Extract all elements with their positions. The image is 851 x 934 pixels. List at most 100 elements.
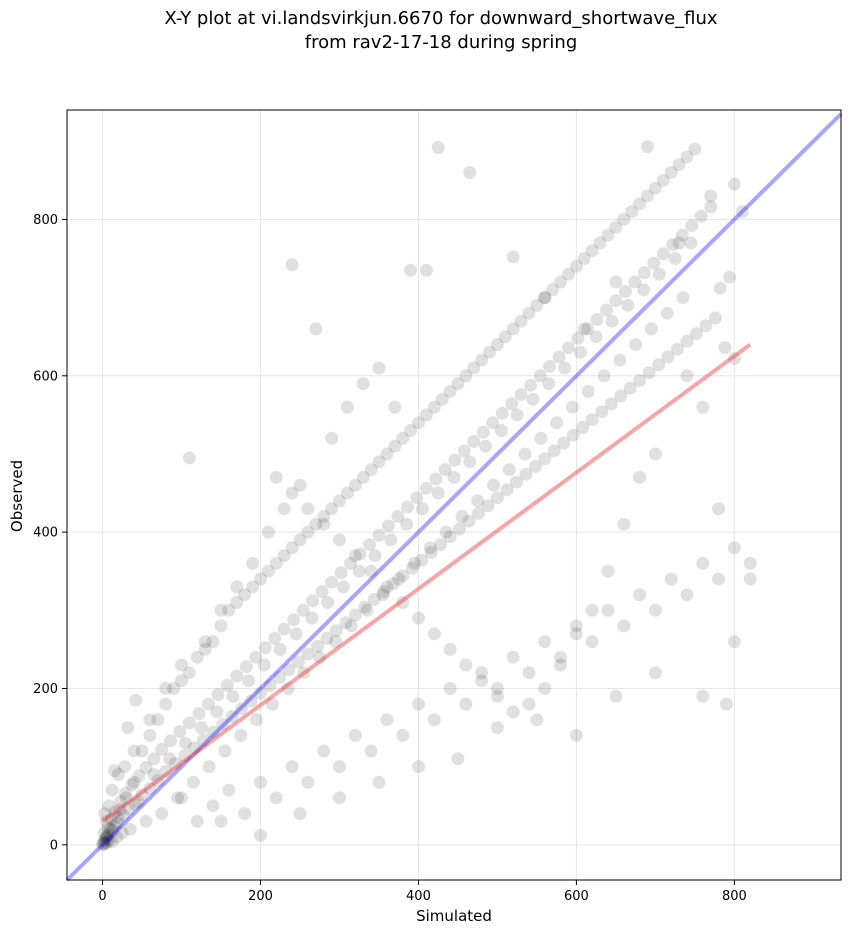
data-point [363, 538, 376, 552]
data-point [333, 760, 346, 774]
data-point [648, 447, 662, 461]
data-point [621, 298, 635, 312]
data-point [147, 768, 161, 781]
data-point [408, 556, 421, 570]
data-point [348, 478, 362, 492]
data-point [289, 627, 303, 641]
data-point [372, 361, 386, 375]
data-point [609, 275, 623, 289]
data-point [222, 603, 236, 617]
data-point [459, 369, 473, 383]
data-point [293, 533, 307, 547]
data-point [99, 832, 113, 846]
data-point [613, 353, 627, 367]
data-point [269, 791, 283, 805]
data-point [434, 538, 448, 552]
data-point [186, 775, 200, 789]
data-point [680, 150, 694, 164]
data-point [617, 517, 631, 531]
identity-line [65, 112, 843, 882]
data-point [143, 782, 157, 795]
data-point [552, 350, 566, 364]
data-point [128, 797, 142, 811]
data-point [127, 775, 141, 789]
data-point [376, 588, 390, 602]
data-point [333, 791, 346, 805]
data-point [518, 447, 532, 461]
data-point [234, 728, 248, 742]
data-point [101, 821, 115, 835]
data-point [569, 259, 583, 273]
data-point [226, 689, 240, 703]
data-point [386, 577, 400, 591]
data-point [486, 416, 500, 430]
data-point [522, 666, 536, 680]
data-point [595, 405, 609, 419]
data-point [129, 693, 143, 707]
data-point [597, 369, 611, 383]
data-point [190, 814, 204, 828]
data-point [590, 313, 604, 326]
data-point [585, 244, 599, 258]
data-points [96, 140, 757, 852]
data-point [704, 200, 718, 214]
data-point [214, 814, 228, 828]
data-point [448, 453, 462, 467]
data-point [661, 350, 675, 364]
data-point [118, 760, 132, 774]
data-point [685, 219, 699, 233]
data-point [143, 728, 157, 742]
data-point [506, 250, 520, 264]
data-point [656, 173, 670, 187]
data-point [131, 795, 145, 809]
data-point [214, 603, 228, 617]
data-point [676, 291, 690, 305]
data-point [367, 592, 381, 606]
y-tick-label: 0 [50, 838, 58, 853]
data-point [388, 400, 402, 414]
data-point [358, 600, 372, 614]
y-tick-label: 600 [33, 369, 58, 384]
data-point [680, 334, 694, 348]
data-point [704, 189, 718, 203]
data-point [481, 499, 495, 513]
data-point [329, 635, 342, 649]
data-point [277, 622, 291, 636]
data-point [412, 760, 425, 774]
data-point [509, 475, 523, 489]
data-point [356, 377, 370, 391]
x-tick-label: 200 [248, 889, 273, 904]
data-point [268, 631, 282, 645]
data-point [96, 838, 109, 852]
data-point [633, 374, 647, 387]
data-point [589, 330, 603, 344]
data-point [558, 361, 572, 375]
data-point [111, 811, 125, 824]
data-point [405, 561, 419, 575]
data-point [210, 705, 224, 719]
data-point [585, 635, 599, 649]
data-point [510, 408, 524, 422]
data-point [102, 833, 116, 847]
data-point [666, 238, 680, 251]
data-point [633, 470, 647, 484]
x-tick-label: 800 [722, 889, 747, 904]
data-point [151, 774, 165, 788]
data-point [216, 717, 230, 731]
data-point [538, 291, 552, 305]
data-point [633, 197, 647, 211]
data-point [301, 502, 315, 516]
data-point [451, 377, 465, 391]
data-point [573, 345, 587, 359]
data-point [110, 830, 124, 844]
data-point [519, 467, 533, 481]
data-point [443, 384, 457, 398]
data-point [487, 478, 500, 492]
chart-title-line1: X-Y plot at vi.landsvirkjun.6670 for dow… [164, 8, 717, 29]
data-point [699, 319, 713, 333]
data-point [235, 702, 248, 716]
data-point [317, 517, 331, 531]
data-point [310, 639, 324, 653]
data-point [475, 353, 489, 367]
data-point [546, 283, 560, 297]
